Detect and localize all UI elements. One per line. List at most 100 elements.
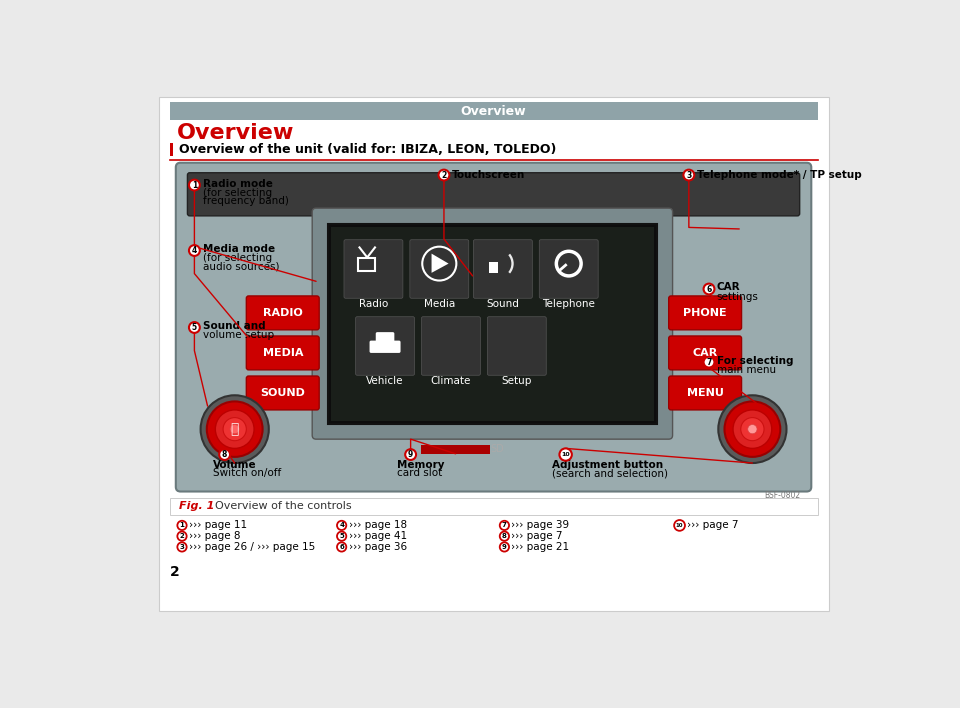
Circle shape — [189, 245, 200, 256]
Circle shape — [741, 418, 764, 440]
Text: 6: 6 — [339, 544, 344, 550]
Bar — [358, 258, 375, 270]
Text: ››› page 36: ››› page 36 — [348, 542, 407, 552]
Text: frequency band): frequency band) — [203, 196, 289, 206]
Text: 10: 10 — [562, 452, 570, 457]
Text: CAR: CAR — [717, 282, 740, 292]
FancyBboxPatch shape — [158, 96, 829, 611]
Circle shape — [230, 425, 239, 434]
Circle shape — [704, 284, 714, 295]
Circle shape — [337, 542, 347, 552]
FancyBboxPatch shape — [176, 163, 811, 491]
Text: Sound: Sound — [487, 299, 519, 309]
Text: RADIO: RADIO — [263, 308, 302, 318]
Text: 6: 6 — [707, 285, 711, 294]
Text: (search and selection): (search and selection) — [552, 468, 667, 478]
Text: Memory: Memory — [396, 459, 444, 469]
Circle shape — [189, 322, 200, 333]
Polygon shape — [432, 253, 448, 273]
Text: 10: 10 — [676, 523, 684, 528]
FancyBboxPatch shape — [375, 332, 395, 345]
Circle shape — [178, 521, 186, 530]
FancyBboxPatch shape — [669, 336, 741, 370]
Text: ››› page 18: ››› page 18 — [348, 520, 407, 530]
Text: main menu: main menu — [717, 365, 776, 375]
Text: SOUND: SOUND — [260, 388, 305, 398]
Text: (for selecting: (for selecting — [203, 253, 272, 263]
Text: Fig. 1: Fig. 1 — [179, 501, 214, 511]
Text: For selecting: For selecting — [717, 355, 793, 365]
Text: 1: 1 — [180, 523, 184, 528]
Text: 2: 2 — [170, 564, 180, 578]
Bar — [170, 144, 174, 156]
Circle shape — [560, 448, 572, 461]
Text: 3: 3 — [180, 544, 184, 550]
Text: 8: 8 — [502, 533, 507, 539]
Text: 7: 7 — [502, 523, 507, 528]
Bar — [331, 227, 654, 421]
Text: Setup: Setup — [502, 377, 532, 387]
FancyBboxPatch shape — [540, 240, 598, 298]
Circle shape — [337, 521, 347, 530]
Bar — [170, 102, 818, 120]
Text: Telephone: Telephone — [542, 299, 595, 309]
Text: 7: 7 — [707, 358, 711, 367]
Text: MENU: MENU — [686, 388, 724, 398]
Circle shape — [219, 449, 230, 460]
Text: ››› page 8: ››› page 8 — [189, 531, 240, 541]
Circle shape — [337, 532, 347, 541]
Circle shape — [500, 542, 509, 552]
FancyBboxPatch shape — [488, 316, 546, 375]
Circle shape — [189, 180, 200, 190]
Text: MEDIA: MEDIA — [262, 348, 303, 358]
Text: 9: 9 — [408, 450, 413, 459]
Text: Radio: Radio — [359, 299, 388, 309]
Text: 4: 4 — [339, 523, 344, 528]
Text: 1: 1 — [192, 181, 197, 190]
FancyBboxPatch shape — [327, 224, 657, 424]
Text: Adjustment button: Adjustment button — [552, 459, 662, 469]
Text: Volume: Volume — [213, 459, 256, 469]
Circle shape — [704, 357, 714, 367]
Text: 5: 5 — [192, 323, 197, 332]
Text: ⏻: ⏻ — [230, 422, 239, 436]
Text: volume setup: volume setup — [203, 330, 274, 341]
Text: Sound and: Sound and — [203, 321, 266, 331]
Circle shape — [674, 520, 685, 531]
FancyBboxPatch shape — [247, 336, 319, 370]
FancyBboxPatch shape — [669, 296, 741, 330]
Circle shape — [733, 410, 772, 448]
Circle shape — [500, 521, 509, 530]
Text: Switch on/off: Switch on/off — [213, 468, 281, 478]
Circle shape — [718, 395, 786, 463]
FancyBboxPatch shape — [344, 240, 403, 298]
Circle shape — [500, 532, 509, 541]
Text: ››› page 26 / ››› page 15: ››› page 26 / ››› page 15 — [189, 542, 315, 552]
Text: Overview: Overview — [461, 105, 526, 118]
FancyBboxPatch shape — [669, 376, 741, 410]
Wedge shape — [508, 253, 514, 273]
FancyBboxPatch shape — [247, 376, 319, 410]
Circle shape — [725, 401, 780, 457]
Text: settings: settings — [717, 292, 758, 302]
Text: ››› page 7: ››› page 7 — [512, 531, 563, 541]
Text: 8: 8 — [222, 450, 228, 459]
Circle shape — [178, 542, 186, 552]
Text: (for selecting: (for selecting — [203, 188, 272, 198]
FancyBboxPatch shape — [187, 173, 800, 216]
Text: Media: Media — [423, 299, 455, 309]
Text: 3: 3 — [686, 171, 691, 180]
Text: 2: 2 — [180, 533, 184, 539]
Text: Radio mode: Radio mode — [203, 178, 273, 188]
Text: audio sources): audio sources) — [203, 262, 279, 272]
Text: Overview of the unit (valid for: IBIZA, LEON, TOLEDO): Overview of the unit (valid for: IBIZA, … — [179, 143, 556, 156]
Text: Media mode: Media mode — [203, 244, 276, 254]
Circle shape — [178, 532, 186, 541]
Circle shape — [684, 170, 694, 181]
Circle shape — [748, 425, 757, 434]
Text: 5: 5 — [339, 533, 344, 539]
Text: card slot: card slot — [396, 468, 442, 478]
Bar — [489, 262, 498, 273]
Text: BSF-0802: BSF-0802 — [764, 491, 801, 500]
Text: Telephone mode* / TP setup: Telephone mode* / TP setup — [697, 170, 861, 180]
